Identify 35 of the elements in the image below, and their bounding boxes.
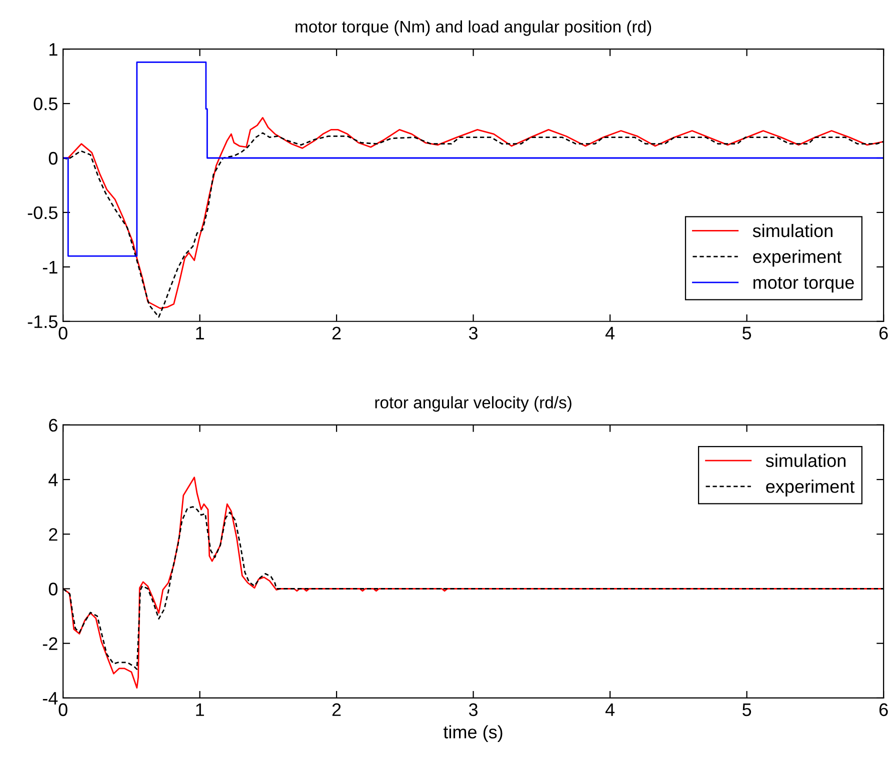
y-tick-label: -1.5	[28, 315, 58, 328]
y-tick-label: -4	[42, 692, 58, 705]
x-tick-label: 2	[332, 703, 341, 716]
legend-label: experiment	[753, 250, 842, 267]
legend-label: simulation	[766, 454, 846, 468]
x-axis-title: time (s)	[443, 725, 502, 742]
x-tick-label: 0	[58, 326, 68, 340]
x-tick-label: 1	[196, 326, 204, 340]
y-tick-label: 1	[50, 43, 58, 56]
x-tick-label: 3	[468, 703, 478, 716]
x-tick-label: 4	[605, 703, 615, 716]
chart-title: motor torque (Nm) and load angular position (rd)	[296, 20, 652, 36]
chart-title: rotor angular velocity (rd/s)	[375, 396, 572, 412]
x-tick-label: 1	[196, 703, 204, 716]
line-series	[63, 476, 884, 689]
y-tick-label: -2	[42, 637, 58, 650]
x-tick-label: 6	[879, 326, 888, 340]
x-tick-label: 3	[468, 326, 478, 340]
x-tick-label: 5	[742, 326, 752, 340]
legend-label: motor torque	[754, 277, 854, 292]
x-tick-label: 6	[879, 703, 888, 716]
x-tick-label: 4	[605, 326, 615, 340]
x-tick-label: 2	[332, 326, 341, 340]
x-tick-label: 5	[742, 703, 752, 716]
x-tick-label: 0	[58, 703, 68, 716]
y-tick-label: 2	[49, 528, 58, 541]
y-tick-label: -0.5	[28, 206, 58, 220]
y-tick-label: 0	[48, 582, 58, 596]
legend-label: experiment	[766, 480, 855, 496]
y-tick-label: 6	[49, 418, 58, 432]
legend-label: simulation	[752, 224, 832, 238]
y-tick-label: 0.5	[34, 97, 58, 110]
y-tick-label: -1	[42, 261, 58, 274]
y-tick-label: 0	[48, 152, 58, 165]
y-tick-label: 4	[48, 474, 58, 486]
